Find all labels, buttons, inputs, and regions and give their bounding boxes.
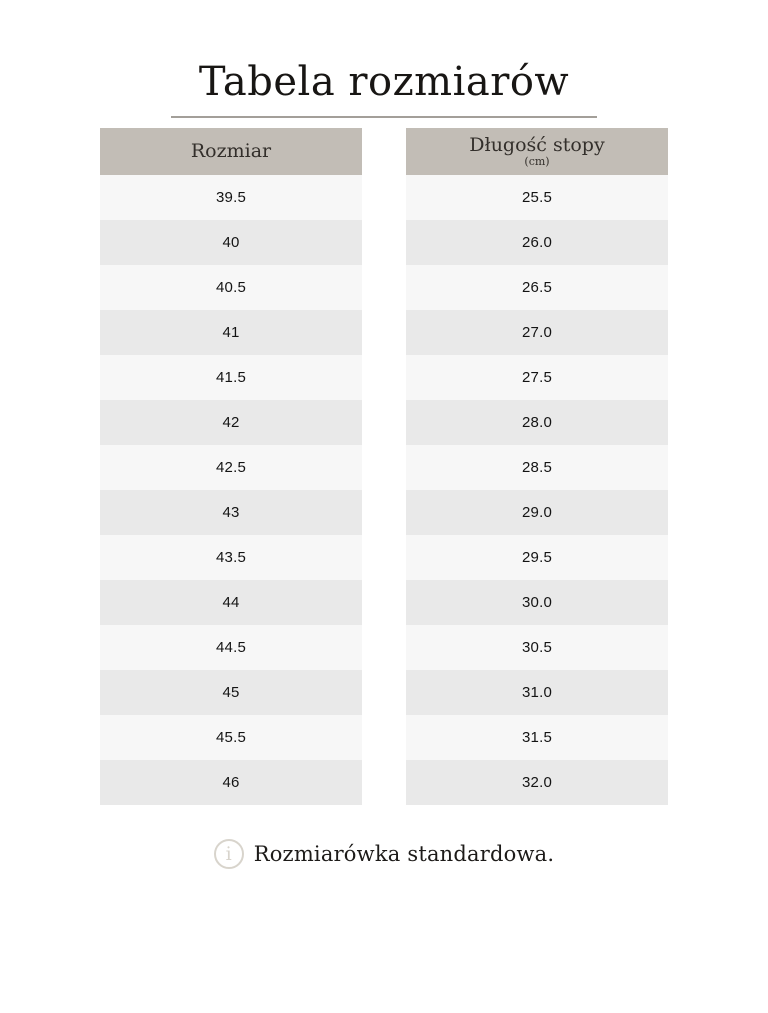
table-row-cell: 44 [100,580,362,625]
table-body-dlugosc-stopy: 25.5 26.0 26.5 27.0 27.5 28.0 28.5 29.0 29.5 30.0… [406,175,668,805]
table-row-cell: 42 [100,400,362,445]
table-row-cell: 32.0 [406,760,668,805]
column-header-label: Rozmiar [190,140,272,163]
table-row-cell: 40.5 [100,265,362,310]
table-row-cell: 28.0 [406,400,668,445]
table-row-cell: 30.0 [406,580,668,625]
table-row-cell: 25.5 [406,175,668,220]
column-header-rozmiar: Rozmiar [100,128,362,175]
info-icon: i [213,839,244,869]
size-table-rozmiar: Rozmiar 39.5 40 40.5 41 41.5 42 42.5 43 43.5 44 44… [100,128,362,805]
table-row-cell: 26.5 [406,265,668,310]
column-header-sublabel: (cm) [524,154,550,168]
footer-note: i Rozmiarówka standardowa. [0,839,768,869]
table-row-cell: 31.5 [406,715,668,760]
table-row-cell: 43 [100,490,362,535]
table-row-cell: 39.5 [100,175,362,220]
column-header-dlugosc-stopy: Długość stopy (cm) [406,128,668,175]
table-row-cell: 45 [100,670,362,715]
table-row-cell: 42.5 [100,445,362,490]
size-table-dlugosc-stopy: Długość stopy (cm) 25.5 26.0 26.5 27.0 27.5 2… [406,128,668,805]
table-row-cell: 43.5 [100,535,362,580]
table-row-cell: 27.0 [406,310,668,355]
column-header-label: Długość stopy [469,134,605,156]
footer-note-text: Rozmiarówka standardowa. [253,842,555,866]
table-row-cell: 29.0 [406,490,668,535]
table-row-cell: 40 [100,220,362,265]
title-divider [171,116,597,118]
table-row-cell: 41 [100,310,362,355]
table-row-cell: 45.5 [100,715,362,760]
table-body-rozmiar: 39.5 40 40.5 41 41.5 42 42.5 43 43.5 44 44.5 45 45.5… [100,175,362,805]
page-title: Tabela rozmiarów [198,59,570,105]
size-tables: Rozmiar 39.5 40 40.5 41 41.5 42 42.5 43 43.5 44 44… [0,128,768,805]
table-row-cell: 44.5 [100,625,362,670]
table-row-cell: 31.0 [406,670,668,715]
table-row-cell: 28.5 [406,445,668,490]
table-row-cell: 29.5 [406,535,668,580]
table-row-cell: 46 [100,760,362,805]
table-row-cell: 27.5 [406,355,668,400]
table-row-cell: 26.0 [406,220,668,265]
table-row-cell: 30.5 [406,625,668,670]
table-row-cell: 41.5 [100,355,362,400]
